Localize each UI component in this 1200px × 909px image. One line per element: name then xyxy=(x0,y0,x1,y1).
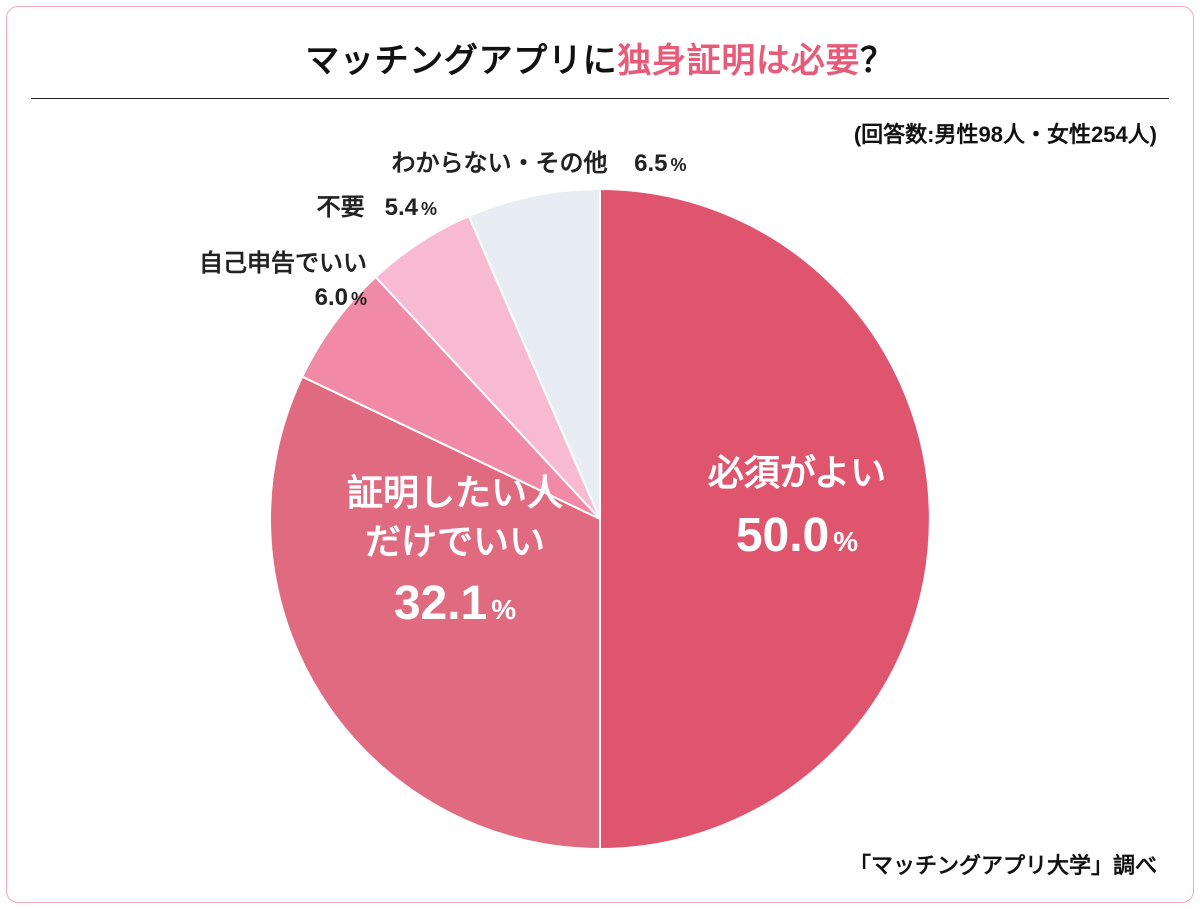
pie-chart: 必須がよい 50.0% 証明したい人 だけでいい 32.1% 自己申告でいい 6… xyxy=(7,149,1193,849)
slice-label-optional: 証明したい人 だけでいい 32.1% xyxy=(315,469,595,637)
slice-label-unneeded: 不要 5.4% xyxy=(217,191,437,225)
slice-label-selfreport: 自己申告でいい 6.0% xyxy=(127,247,367,314)
source-credit: 「マッチングアプリ大学」調べ xyxy=(849,848,1157,880)
slice-pct-dontknow: 6.5 xyxy=(634,150,667,177)
slice-pct-optional: 32.1 xyxy=(394,572,487,637)
slice-label-dontknow: わからない・その他 6.5% xyxy=(339,147,739,181)
slice-pct-required: 50.0 xyxy=(736,504,829,569)
title-accent: 独身証明は必要 xyxy=(617,42,860,80)
slice-text-required: 必須がよい xyxy=(667,449,927,498)
slice-label-required: 必須がよい 50.0% xyxy=(667,449,927,568)
title-prefix: マッチングアプリに xyxy=(305,42,617,80)
slice-text-unneeded: 不要 xyxy=(317,194,365,221)
slice-text-dontknow: わからない・その他 xyxy=(391,150,607,177)
card-frame: マッチングアプリに独身証明は必要？ (回答数:男性98人・女性254人) 必須が… xyxy=(6,6,1194,903)
respondent-count: (回答数:男性98人・女性254人) xyxy=(7,117,1157,149)
slice-text-selfreport: 自己申告でいい xyxy=(199,250,367,277)
slice-pct-selfreport: 6.0 xyxy=(315,284,348,311)
chart-title: マッチングアプリに独身証明は必要？ xyxy=(7,33,1193,82)
title-suffix: ？ xyxy=(860,42,895,80)
slice-pct-unneeded: 5.4 xyxy=(385,194,418,221)
title-divider xyxy=(31,98,1169,99)
